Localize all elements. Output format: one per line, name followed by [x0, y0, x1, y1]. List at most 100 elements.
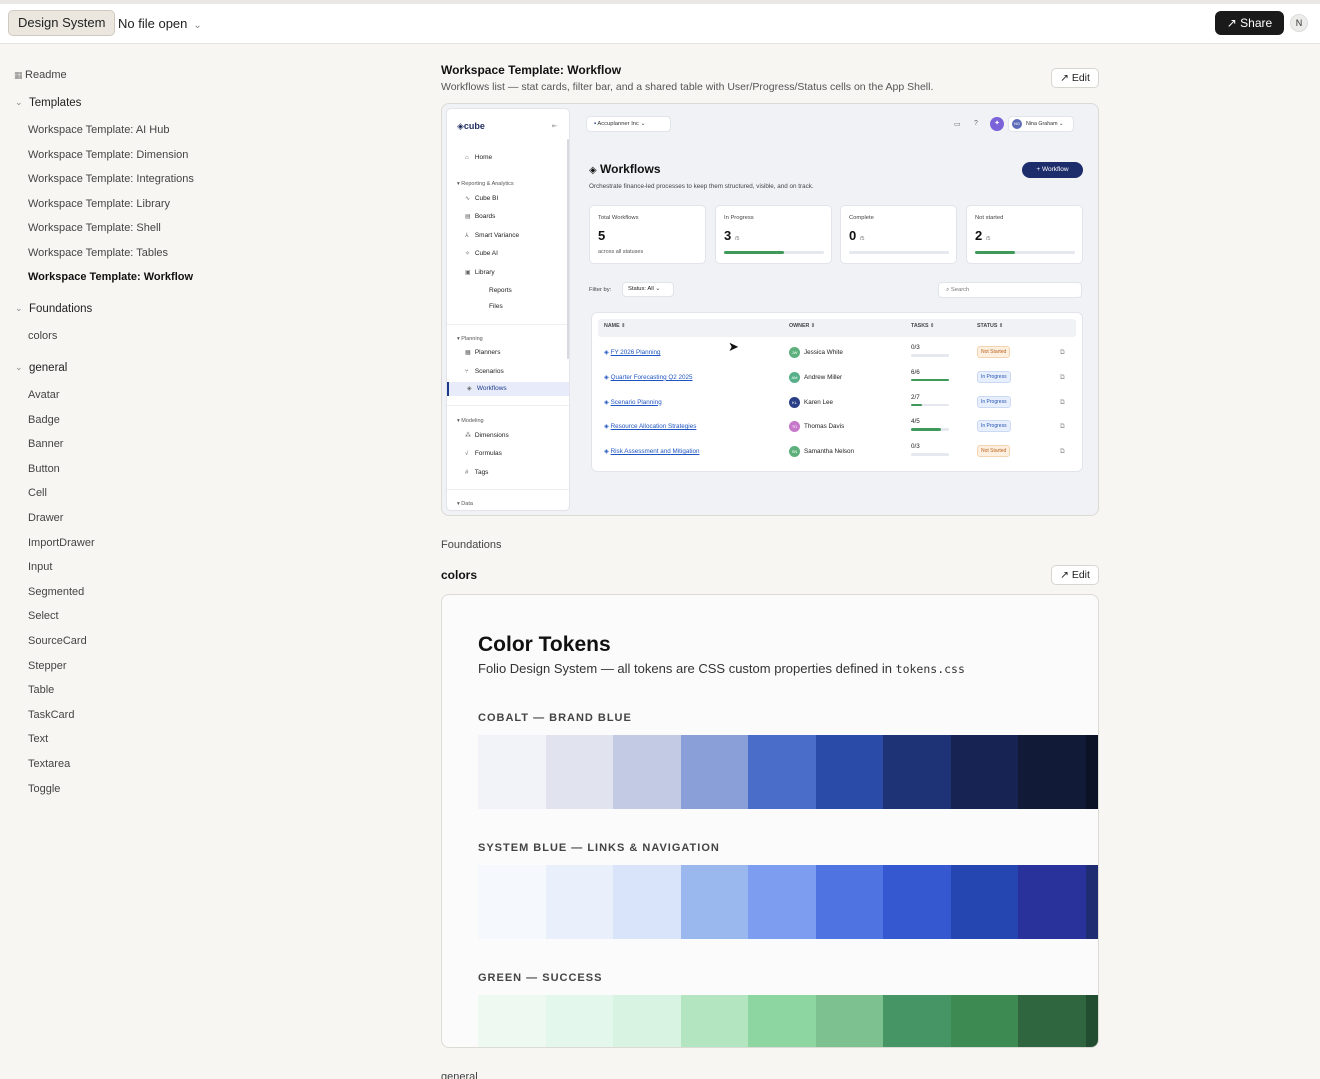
color-swatch[interactable] [883, 995, 951, 1047]
table-row-name[interactable]: ◈ Risk Assessment and Mitigation [604, 448, 700, 456]
user-avatar[interactable]: N [1290, 14, 1308, 32]
share-button[interactable]: ↗ Share [1215, 11, 1284, 35]
app-nav-tags[interactable]: # Tags [465, 469, 489, 476]
user-menu[interactable]: NG Nina Graham ⌄ [1008, 116, 1074, 132]
sidebar-item-stepper[interactable]: Stepper [28, 659, 67, 672]
copy-icon[interactable]: ⧉ [1060, 423, 1065, 431]
color-swatch[interactable] [1085, 735, 1098, 809]
copy-icon[interactable]: ⧉ [1060, 448, 1065, 456]
app-nav-workflows[interactable]: ◈ Workflows [447, 382, 569, 396]
app-nav-formulas[interactable]: √ Formulas [465, 450, 502, 457]
table-row-name[interactable]: ◈ Quarter Forecasting Q2 2025 [604, 373, 693, 381]
color-swatch[interactable] [748, 865, 816, 939]
table-row-name[interactable]: ◈ Scenario Planning [604, 398, 662, 406]
edit-button[interactable]: ↗ Edit [1051, 565, 1099, 585]
copy-icon[interactable]: ⧉ [1060, 398, 1065, 406]
status-filter[interactable]: Status: All ⌄ [622, 282, 674, 297]
message-icon[interactable]: ▭ [954, 121, 961, 128]
color-swatch[interactable] [950, 735, 1018, 809]
color-swatch[interactable] [1018, 995, 1086, 1047]
color-swatch[interactable] [478, 865, 546, 939]
scrollbar[interactable] [567, 139, 569, 359]
sidebar-item-badge[interactable]: Badge [28, 413, 60, 426]
new-workflow-button[interactable]: + Workflow [1022, 162, 1083, 178]
table-row-name[interactable]: ◈ Resource Allocation Strategies [604, 423, 697, 431]
collapse-icon[interactable]: ⇤ [552, 123, 558, 130]
sidebar-item-taskcard[interactable]: TaskCard [28, 708, 75, 721]
color-swatch[interactable] [613, 865, 681, 939]
color-swatch[interactable] [613, 735, 681, 809]
sidebar-item-banner[interactable]: Banner [28, 438, 64, 451]
sidebar-item-button[interactable]: Button [28, 462, 60, 475]
color-swatch[interactable] [1085, 865, 1098, 939]
color-swatch[interactable] [1018, 735, 1086, 809]
app-nav-library[interactable]: ▣ Library [465, 269, 495, 276]
sidebar-group-general[interactable]: ⌄ general [15, 362, 67, 374]
app-nav-home[interactable]: ⌂ Home [465, 154, 493, 161]
design-system-button[interactable]: Design System [8, 10, 116, 36]
app-nav-cube-bi[interactable]: ∿ Cube BI [465, 195, 499, 202]
sidebar-item-sourcecard[interactable]: SourceCard [28, 635, 87, 647]
sidebar-group-foundations[interactable]: ⌄ Foundations [15, 303, 92, 315]
sidebar-item-select[interactable]: Select [28, 610, 59, 623]
color-swatch[interactable] [478, 735, 546, 809]
color-swatch[interactable] [815, 995, 883, 1047]
edit-button[interactable]: ↗ Edit [1051, 68, 1099, 88]
sidebar-item-input[interactable]: Input [28, 561, 53, 574]
app-nav-reports[interactable]: Reports [489, 287, 512, 294]
sidebar-item-table[interactable]: Table [28, 684, 55, 697]
color-swatch[interactable] [883, 865, 951, 939]
sidebar-item-avatar[interactable]: Avatar [28, 389, 60, 401]
color-swatch[interactable] [680, 735, 748, 809]
app-nav-boards[interactable]: ▤ Boards [465, 213, 496, 220]
app-nav-dimensions[interactable]: ⁂ Dimensions [465, 432, 509, 439]
color-swatch[interactable] [950, 995, 1018, 1047]
color-swatch[interactable] [815, 735, 883, 809]
color-swatch[interactable] [680, 865, 748, 939]
column-header-tasks[interactable]: TASKS ⇕ [911, 323, 935, 329]
sidebar-item-toggle[interactable]: Toggle [28, 782, 61, 795]
color-swatch[interactable] [950, 865, 1018, 939]
sidebar-item-importdrawer[interactable]: ImportDrawer [28, 536, 95, 549]
sidebar-item-ai-hub[interactable]: Workspace Template: AI Hub [28, 124, 170, 136]
color-swatch[interactable] [1018, 865, 1086, 939]
color-swatch[interactable] [613, 995, 681, 1047]
color-swatch[interactable] [815, 865, 883, 939]
sidebar-item-integrations[interactable]: Workspace Template: Integrations [28, 173, 194, 185]
sidebar-item-drawer[interactable]: Drawer [28, 512, 64, 524]
sidebar-item-text[interactable]: Text [28, 733, 49, 746]
ai-sparkle-icon[interactable]: ✦ [990, 117, 1004, 131]
color-swatch[interactable] [478, 995, 546, 1047]
color-swatch[interactable] [545, 735, 613, 809]
column-header-status[interactable]: STATUS ⇕ [977, 323, 1004, 329]
copy-icon[interactable]: ⧉ [1060, 349, 1065, 356]
color-swatch[interactable] [1085, 995, 1098, 1047]
color-swatch[interactable] [545, 995, 613, 1047]
app-nav-cube-ai[interactable]: ✧ Cube AI [465, 250, 498, 257]
sidebar-item-textarea[interactable]: Textarea [28, 758, 71, 770]
column-header-owner[interactable]: OWNER ⇕ [789, 323, 816, 329]
app-nav-scenarios[interactable]: ⑂ Scenarios [465, 368, 504, 375]
color-swatch[interactable] [748, 995, 816, 1047]
sidebar-item-cell[interactable]: Cell [28, 487, 47, 500]
column-header-name[interactable]: NAME ⇕ [604, 323, 626, 329]
file-selector[interactable]: No file open ⌄ [118, 16, 202, 31]
org-selector[interactable]: ▪ Accuplanner Inc ⌄ [586, 116, 671, 132]
color-swatch[interactable] [545, 865, 613, 939]
sidebar-item-library[interactable]: Workspace Template: Library [28, 198, 171, 210]
app-nav-files[interactable]: Files [489, 303, 503, 310]
color-swatch[interactable] [680, 995, 748, 1047]
sidebar-item-workflow[interactable]: Workspace Template: Workflow [28, 271, 194, 283]
app-nav-smart-variance[interactable]: ⅄ Smart Variance [465, 232, 520, 239]
app-nav-planners[interactable]: ▦ Planners [465, 349, 501, 356]
help-icon[interactable]: ? [974, 120, 978, 127]
sidebar-group-templates[interactable]: ⌄ Templates [15, 97, 81, 109]
sidebar-item-segmented[interactable]: Segmented [28, 585, 85, 598]
sidebar-item-tables[interactable]: Workspace Template: Tables [28, 247, 169, 259]
sidebar-item-shell[interactable]: Workspace Template: Shell [28, 222, 161, 234]
sidebar-item-colors[interactable]: colors [28, 330, 58, 342]
sidebar-item-dimension[interactable]: Workspace Template: Dimension [28, 149, 189, 161]
search-input[interactable]: ⌕ Search [938, 282, 1082, 298]
table-row-name[interactable]: ◈ FY 2026 Planning [604, 349, 661, 356]
sidebar-item-readme[interactable]: ▦ Readme [14, 69, 67, 81]
